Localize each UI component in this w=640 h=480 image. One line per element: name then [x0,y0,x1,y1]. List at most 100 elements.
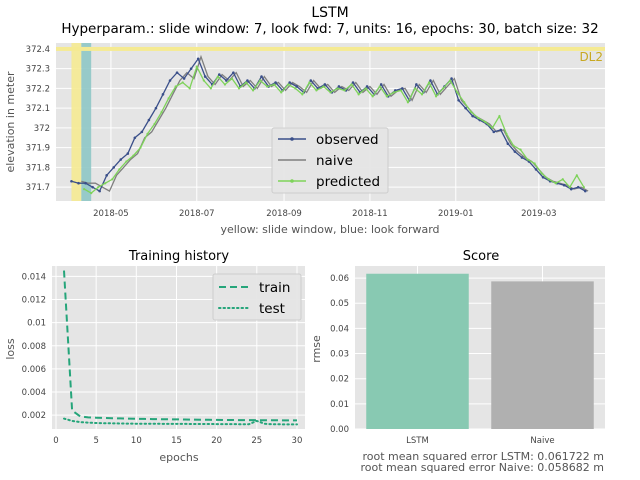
predicted-point [498,114,501,118]
predicted-point [202,79,205,82]
predicted-point [111,178,114,181]
predicted-point [90,192,93,195]
predicted-point [195,65,198,68]
history-x-tick-label: 30 [292,436,303,446]
predicted-point [470,111,473,114]
main-legend-box [271,127,389,194]
predicted-point [301,93,304,96]
history-y-ticks: 0.002 0.004 0.006 0.008 0.01 0.012 0.014 [22,272,46,421]
predicted-point [287,83,290,86]
observed-point [133,136,137,140]
predicted-point [533,162,536,165]
figure-title: LSTM [311,5,348,21]
score-bars [366,273,594,429]
main-x-tick-label: 2018-11 [352,209,388,219]
predicted-point [343,89,346,92]
predicted-point [505,132,508,135]
observed-point [457,98,460,102]
observed-point [70,179,73,183]
history-y-tick-label: 0.012 [22,296,46,306]
history-x-ticks: 0 5 10 15 20 25 30 [53,436,302,446]
observed-point [274,81,277,84]
main-y-tick-label: 371.7 [26,183,50,193]
predicted-point [385,95,388,98]
observed-point [91,185,94,189]
predicted-point [118,168,121,171]
score-annotation-naive: root mean squared error Naive: 0.058682 … [360,461,604,474]
observed-point [84,181,87,185]
predicted-point [329,91,332,94]
predicted-point [540,172,543,175]
predicted-point [104,182,107,185]
score-y-tick-label: 0.04 [330,324,349,334]
predicted-point [526,158,529,161]
predicted-point [83,188,86,191]
predicted-point [139,146,142,149]
predicted-point [463,101,466,104]
predicted-point [406,101,410,104]
observed-point [506,142,510,146]
series-line-naive [81,54,589,193]
score-y-tick-label: 0.06 [330,274,349,284]
predicted-point [477,116,480,120]
predicted-point [146,132,149,135]
history-x-tick-label: 20 [211,436,222,446]
main-x-axis-label: yellow: slide window, blue: look forward [220,223,439,236]
predicted-point [568,186,571,189]
score-y-ticks: 0.00 0.01 0.02 0.03 0.04 0.05 0.06 [330,274,349,435]
observed-point [365,85,369,88]
history-grid [52,266,305,429]
main-bands [56,43,605,201]
observed-point [189,67,193,70]
observed-point [161,93,165,96]
main-x-tick-label: 2018-09 [266,209,302,219]
predicted-point [174,85,177,88]
predicted-point [413,87,417,90]
predicted-point [442,87,445,90]
score-x-ticks: LSTM Naive [406,436,554,446]
predicted-point [456,91,459,94]
observed-point [288,81,291,84]
series-line-predicted [83,65,585,194]
history-chart: Training history 0.0020.0040.0060.0080.0… [4,249,305,464]
score-bar-naive [491,281,594,429]
main-series [70,54,589,195]
main-x-tick-label: 2018-07 [179,209,215,219]
main-legend-label: naive [316,153,353,169]
observed-point [534,168,538,171]
score-x-tick-label: Naive [530,436,554,446]
history-legend-label: train [259,280,290,296]
dl2-line [56,46,605,51]
observed-point [225,79,228,82]
predicted-point [350,83,353,86]
history-legend-box [212,273,302,321]
score-y-tick-label: 0.00 [330,425,349,435]
history-x-axis-label: epochs [159,451,198,464]
figure-subtitle: Hyperparam.: slide window: 7, look fwd: … [61,21,598,37]
observed-point [513,150,517,153]
observed-point [112,166,116,169]
observed-point [154,106,158,110]
predicted-point [294,87,297,90]
history-x-tick-label: 25 [251,436,262,446]
predicted-point [280,91,283,94]
observed-point [520,156,524,159]
score-title: Score [463,249,499,264]
score-x-tick-label: LSTM [406,436,429,446]
predicted-point [491,126,494,130]
predicted-point [484,120,487,124]
predicted-point [364,87,367,90]
main-legend-label: observed [316,132,379,148]
predicted-point [399,89,402,92]
slide-window-band [71,43,82,201]
score-chart: Score 0.00 0.01 0.02 0.03 0.04 0.05 0.06 LSTM N… [310,249,605,474]
observed-point [541,176,545,179]
observed-point [415,83,418,86]
predicted-point [315,89,318,92]
main-y-tick-label: 371.8 [26,163,50,173]
predicted-point [244,81,248,84]
history-y-tick-label: 0.006 [22,365,46,375]
observed-point [309,79,313,82]
predicted-point [371,95,374,98]
history-x-tick-label: 10 [131,436,142,446]
